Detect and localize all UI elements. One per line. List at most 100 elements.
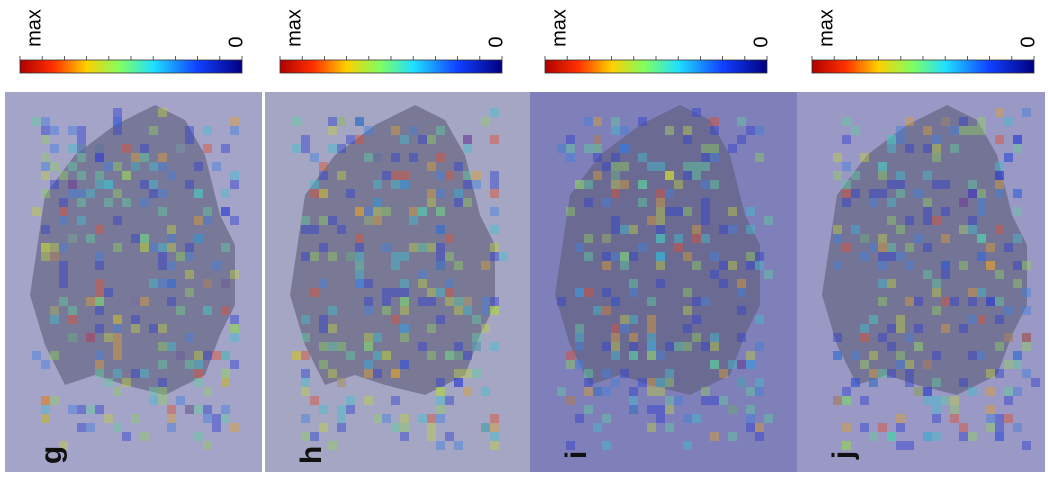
heat-pixel — [185, 405, 194, 414]
heat-pixel — [611, 126, 620, 135]
heat-pixel — [230, 270, 239, 279]
heat-pixel — [710, 396, 719, 405]
heat-pixel — [50, 144, 59, 153]
heat-pixel — [436, 261, 445, 270]
heat-pixel — [869, 189, 878, 198]
heat-pixel — [301, 315, 310, 324]
colorbar — [811, 59, 1035, 74]
heat-pixel — [647, 162, 656, 171]
heat-pixel — [185, 333, 194, 342]
heat-pixel — [647, 351, 656, 360]
panel-label: j — [827, 451, 860, 460]
heat-pixel — [611, 162, 620, 171]
heat-pixel — [914, 297, 923, 306]
heat-pixel — [914, 189, 923, 198]
heat-pixel — [887, 216, 896, 225]
heat-pixel — [611, 342, 620, 351]
heat-pixel — [337, 378, 346, 387]
heat-pixel — [463, 369, 472, 378]
heat-pixel — [692, 234, 701, 243]
heat-pixel — [149, 162, 158, 171]
heat-pixel — [842, 189, 851, 198]
heat-pixel — [454, 261, 463, 270]
heat-pixel — [878, 243, 887, 252]
heat-pixel — [1004, 396, 1013, 405]
heat-pixel — [50, 315, 59, 324]
heat-pixel — [665, 171, 674, 180]
heat-pixel — [400, 288, 409, 297]
heat-pixel — [692, 297, 701, 306]
heat-pixel — [959, 126, 968, 135]
heat-pixel — [728, 261, 737, 270]
heat-pixel — [995, 171, 1004, 180]
heat-pixel — [887, 144, 896, 153]
heat-pixel — [575, 288, 584, 297]
heat-pixel — [701, 234, 710, 243]
heat-pixel — [620, 261, 629, 270]
heat-pixel — [701, 153, 710, 162]
heat-pixel — [203, 387, 212, 396]
heat-pixel — [833, 396, 842, 405]
heat-pixel — [656, 198, 665, 207]
heat-pixel — [113, 423, 122, 432]
heat-pixel — [391, 369, 400, 378]
heat-pixel — [647, 387, 656, 396]
heat-pixel — [977, 252, 986, 261]
heat-pixel — [436, 396, 445, 405]
heat-pixel — [923, 396, 932, 405]
heat-pixel — [68, 333, 77, 342]
heat-pixel — [1004, 153, 1013, 162]
heat-pixel — [337, 144, 346, 153]
heat-pixel — [914, 324, 923, 333]
heat-pixel — [851, 225, 860, 234]
heat-pixel — [923, 360, 932, 369]
heat-pixel — [337, 378, 346, 387]
heat-pixel — [391, 171, 400, 180]
heat-pixel — [851, 171, 860, 180]
heat-pixel — [968, 387, 977, 396]
heat-pixel — [986, 414, 995, 423]
heat-pixel — [602, 261, 611, 270]
heat-pixel — [113, 189, 122, 198]
heat-pixel — [647, 378, 656, 387]
heat-pixel — [914, 387, 923, 396]
heat-pixel — [977, 252, 986, 261]
heat-pixel — [584, 369, 593, 378]
heat-pixel — [212, 414, 221, 423]
heat-pixel — [131, 162, 140, 171]
heat-pixel — [683, 414, 692, 423]
heat-pixel — [1022, 261, 1031, 270]
heat-pixel — [436, 153, 445, 162]
heat-pixel — [1013, 261, 1022, 270]
heat-pixel — [481, 423, 490, 432]
heat-pixel — [638, 153, 647, 162]
heat-pixel — [692, 333, 701, 342]
heat-pixel — [59, 171, 68, 180]
heat-pixel — [140, 180, 149, 189]
heat-pixel — [932, 153, 941, 162]
heat-pixel — [755, 126, 764, 135]
heat-pixel — [481, 261, 490, 270]
heat-pixel — [328, 126, 337, 135]
heat-pixel — [373, 153, 382, 162]
heat-pixel — [221, 279, 230, 288]
heat-pixel — [719, 396, 728, 405]
heat-pixel — [620, 180, 629, 189]
heat-pixel — [436, 387, 445, 396]
heat-pixel — [68, 234, 77, 243]
heat-pixel — [203, 144, 212, 153]
heat-pixel — [203, 216, 212, 225]
heat-pixel — [1022, 333, 1031, 342]
heat-pixel — [364, 369, 373, 378]
heatmap-image — [5, 92, 262, 472]
heat-pixel — [364, 216, 373, 225]
heat-pixel — [701, 225, 710, 234]
heat-pixel — [941, 270, 950, 279]
heat-pixel — [301, 378, 310, 387]
heat-pixel — [995, 189, 1004, 198]
heat-pixel — [472, 315, 481, 324]
heat-pixel — [104, 162, 113, 171]
heat-pixel — [896, 180, 905, 189]
heat-pixel — [32, 117, 41, 126]
heat-pixel — [445, 351, 454, 360]
